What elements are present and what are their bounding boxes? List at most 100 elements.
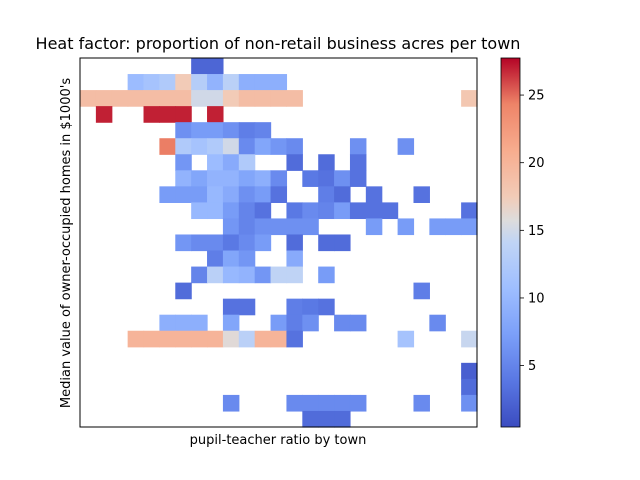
heatmap-cell xyxy=(397,218,415,236)
heatmap-cell xyxy=(254,186,272,203)
heatmap-cell xyxy=(127,90,145,107)
heatmap-cell xyxy=(270,186,288,203)
heatmap-cell xyxy=(143,90,160,107)
heatmap-cell xyxy=(95,90,113,107)
heatmap-cell xyxy=(365,218,383,236)
heatmap-cell xyxy=(381,202,399,220)
heatmap-cell xyxy=(286,154,303,171)
heatmap-cell xyxy=(286,298,303,316)
heatmap-cell xyxy=(461,330,478,348)
heatmap-cell xyxy=(445,218,462,236)
heatmap-cell xyxy=(270,314,288,332)
heatmap-cell xyxy=(302,170,319,187)
heatmap-cell xyxy=(207,234,224,252)
heatmap-cell xyxy=(397,330,415,348)
heatmap-cell xyxy=(222,74,240,91)
heatmap-cell xyxy=(302,410,319,428)
heatmap-cell xyxy=(318,234,335,252)
heatmap-cell xyxy=(191,266,208,284)
heatmap-cell xyxy=(318,202,335,220)
heatmap-cell xyxy=(318,186,335,203)
heatmap-cell xyxy=(238,90,256,107)
heatmap-cell xyxy=(349,138,367,155)
heatmap-cell xyxy=(191,170,208,187)
heatmap-cell xyxy=(349,170,367,187)
heatmap-cell xyxy=(238,234,256,252)
heatmap-cell xyxy=(222,122,240,139)
heatmap-cell xyxy=(318,394,335,412)
heatmap-cell xyxy=(461,378,478,396)
heatmap-cell xyxy=(238,154,256,171)
heatmap-cell xyxy=(222,170,240,187)
heatmap-cell xyxy=(349,314,367,332)
heatmap-cell xyxy=(334,202,351,220)
heatmap-cell xyxy=(143,74,160,91)
heatmap-cell xyxy=(222,90,240,107)
heatmap-cell xyxy=(270,138,288,155)
heatmap-cell xyxy=(191,74,208,91)
y-axis-label: Median value of owner-occupied homes in … xyxy=(59,78,74,408)
heatmap-cell xyxy=(334,186,351,203)
heatmap-cell xyxy=(207,122,224,139)
heatmap-cell xyxy=(238,298,256,316)
heatmap-cell xyxy=(222,394,240,412)
heatmap-cell xyxy=(270,170,288,187)
heatmap-cell xyxy=(175,74,192,91)
heatmap-cell xyxy=(238,138,256,155)
heatmap-cell xyxy=(286,394,303,412)
heatmap-cell xyxy=(80,90,97,107)
heatmap-cell xyxy=(334,410,351,428)
heatmap-cell xyxy=(270,90,288,107)
heatmap-cell xyxy=(318,154,335,171)
colorbar-tick-label: 25 xyxy=(528,89,545,104)
colorbar-tick-label: 10 xyxy=(528,291,545,306)
heatmap-cell xyxy=(143,106,160,123)
heatmap-cell xyxy=(254,218,272,236)
heatmap-cell xyxy=(413,186,430,203)
heatmap-cell xyxy=(175,330,192,348)
heatmap-cell xyxy=(238,218,256,236)
heatmap-cell xyxy=(143,330,160,348)
heatmap-cell xyxy=(238,186,256,203)
heatmap-cell xyxy=(207,74,224,91)
heatmap-cell xyxy=(238,122,256,139)
colorbar: 5 10 15 20 25 xyxy=(500,57,545,428)
heatmap-cell xyxy=(302,314,319,332)
heatmap-cell xyxy=(461,362,478,380)
heatmap-cell xyxy=(127,330,145,348)
heatmap-cell xyxy=(302,394,319,412)
heatmap-cell xyxy=(207,186,224,203)
heatmap-cell xyxy=(254,74,272,91)
heatmap-cell xyxy=(159,330,176,348)
heatmap-cell xyxy=(254,90,272,107)
heatmap-cell xyxy=(238,202,256,220)
heatmap-cell xyxy=(207,170,224,187)
heatmap-cell xyxy=(191,234,208,252)
heatmap-cell xyxy=(222,138,240,155)
heatmap-cell xyxy=(159,186,176,203)
heatmap-cell xyxy=(207,90,224,107)
heatmap-cell xyxy=(254,122,272,139)
heatmap-cell xyxy=(159,90,176,107)
heatmap-cell xyxy=(222,186,240,203)
heatmap-cell xyxy=(413,282,430,300)
heatmap-cell xyxy=(461,90,478,107)
heatmap-cell xyxy=(207,58,224,75)
heatmap-cell xyxy=(191,186,208,203)
heatmap-cell xyxy=(191,330,208,348)
heatmap-cell xyxy=(318,410,335,428)
heatmap-cell xyxy=(286,266,303,284)
heatmap-cell xyxy=(207,266,224,284)
heatmap-cell xyxy=(159,314,176,332)
heatmap-cell xyxy=(238,330,256,348)
heatmap-cell xyxy=(238,250,256,268)
chart-title: Heat factor: proportion of non-retail bu… xyxy=(36,34,521,53)
heatmap-cell xyxy=(191,314,208,332)
heatmap-cell xyxy=(222,314,240,332)
heatmap-cell xyxy=(191,138,208,155)
heatmap-cell xyxy=(222,234,240,252)
heatmap-cell xyxy=(334,234,351,252)
heatmap-cell xyxy=(175,234,192,252)
heatmap-cell xyxy=(286,218,303,236)
